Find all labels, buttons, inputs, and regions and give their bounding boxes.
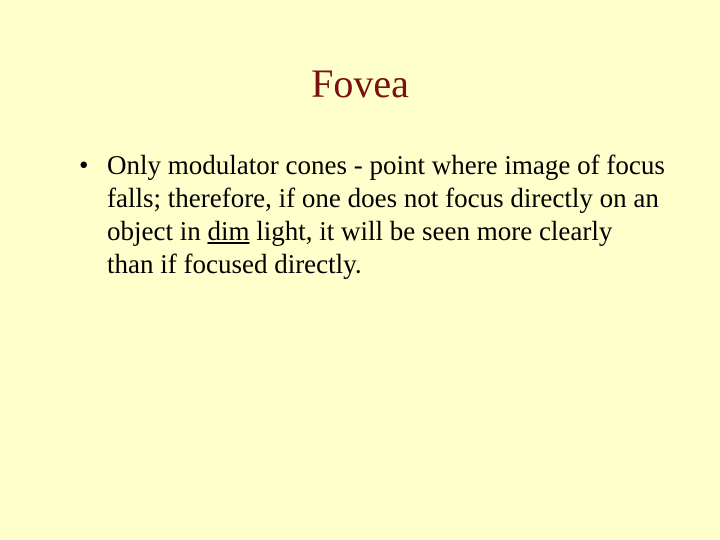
slide: Fovea Only modulator cones - point where… [0, 0, 720, 540]
bullet-list: Only modulator cones - point where image… [55, 149, 665, 281]
bullet-text-underlined: dim [207, 216, 249, 246]
slide-title: Fovea [55, 60, 665, 107]
bullet-item: Only modulator cones - point where image… [83, 149, 665, 281]
